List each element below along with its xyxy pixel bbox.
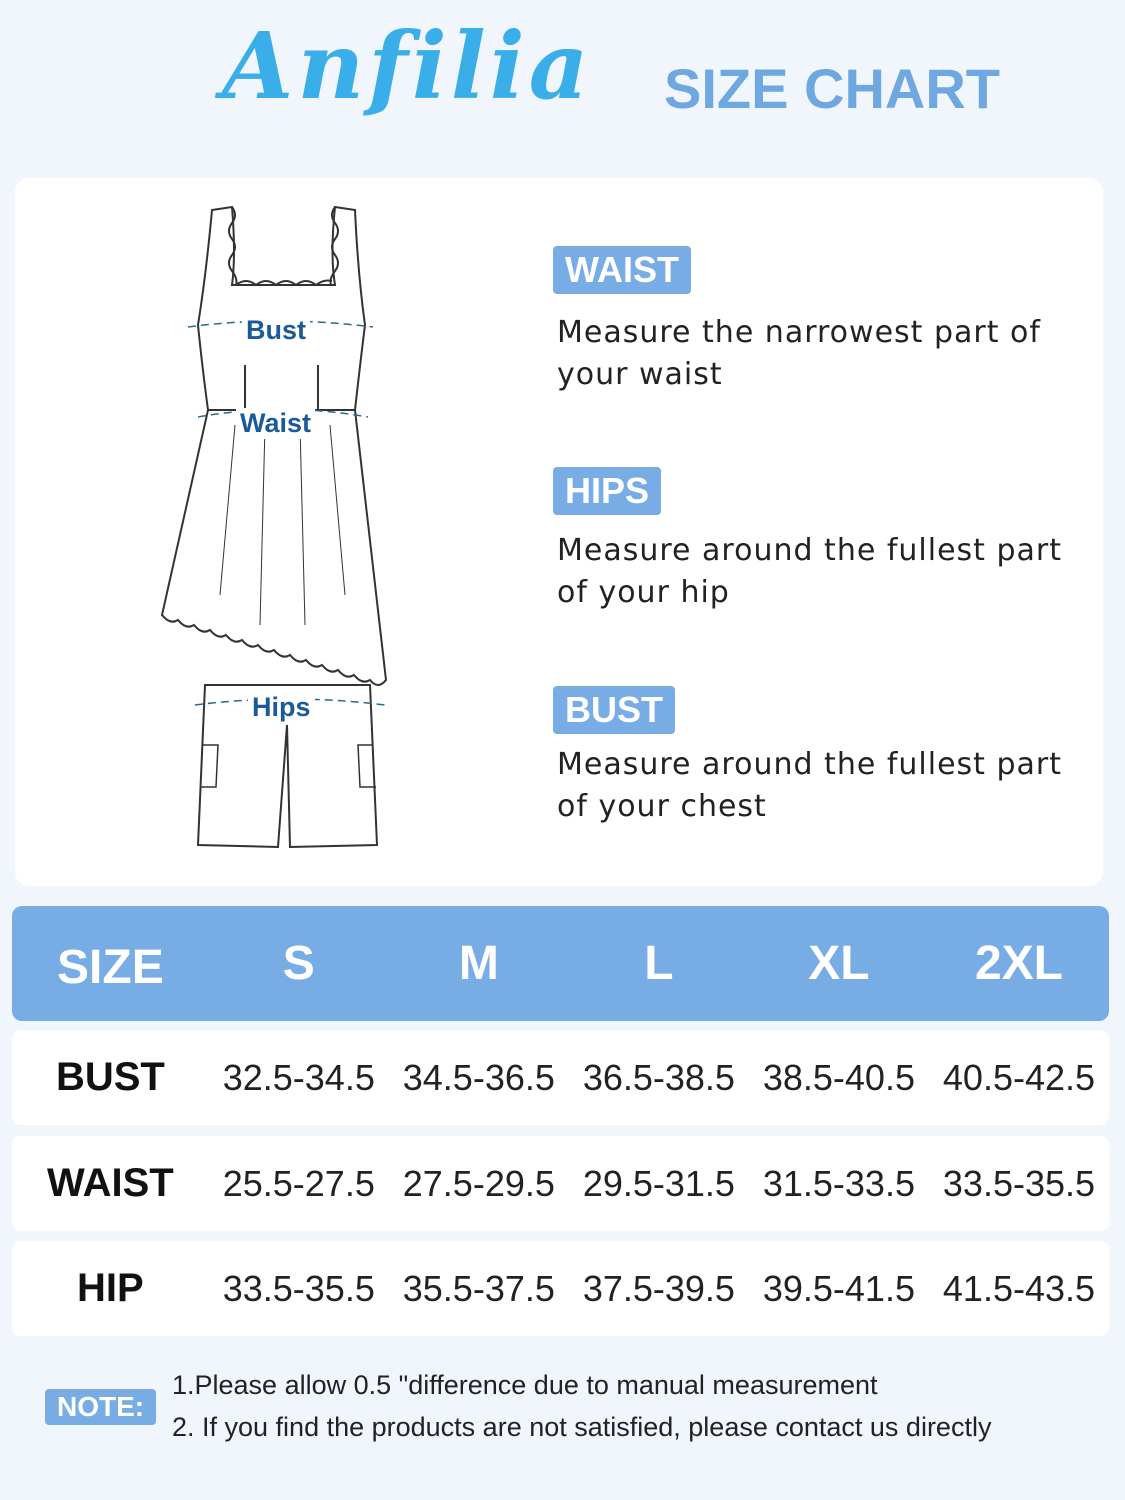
header-m: M [458, 937, 499, 990]
header-l: L [644, 937, 674, 990]
header-s: S [282, 937, 315, 990]
page-title: SIZE CHART [664, 57, 1000, 120]
table-cell: 40.5-42.5 [942, 1056, 1096, 1098]
brand-logo: Anfilia [222, 12, 593, 120]
table-cell: 27.5-29.5 [402, 1162, 555, 1204]
table-cell: 37.5-39.5 [582, 1267, 735, 1309]
row-label: WAIST [47, 1161, 174, 1205]
note-line-1: 1.Please allow 0.5 "difference due to ma… [172, 1370, 878, 1400]
table-row-waist: WAIST 25.5-27.5 27.5-29.5 29.5-31.5 31.5… [12, 1136, 1109, 1231]
waist-label: Waist [236, 408, 316, 439]
table-cell: 33.5-35.5 [942, 1162, 1096, 1204]
table-cell: 32.5-34.5 [222, 1056, 375, 1098]
table-row-hip: HIP 33.5-35.5 35.5-37.5 37.5-39.5 39.5-4… [12, 1241, 1109, 1336]
table-cell: 34.5-36.5 [402, 1056, 555, 1098]
header-2xl: 2XL [974, 937, 1063, 990]
row-label: HIP [77, 1266, 144, 1310]
table-cell: 33.5-35.5 [222, 1267, 375, 1309]
note-line-2: 2. If you find the products are not sati… [172, 1412, 992, 1442]
table-row-bust: BUST 32.5-34.5 34.5-36.5 36.5-38.5 38.5-… [12, 1030, 1109, 1125]
row-label: BUST [55, 1055, 165, 1099]
table-cell: 41.5-43.5 [942, 1267, 1096, 1309]
waist-instruction: Measure the narrowest part of your waist [557, 315, 1041, 392]
garment-illustration [160, 205, 388, 849]
bust-label: Bust [242, 315, 310, 346]
table-cell: 39.5-41.5 [762, 1267, 915, 1309]
table-cell: 35.5-37.5 [402, 1267, 555, 1309]
bust-instruction: Measure around the fullest part of your … [557, 747, 1062, 824]
hips-instruction: Measure around the fullest part of your … [557, 533, 1062, 610]
bust-badge: BUST [553, 686, 675, 734]
measurement-card [15, 178, 1103, 886]
note-badge: NOTE: [45, 1389, 157, 1425]
header-xl: XL [808, 937, 870, 990]
header-size: SIZE [57, 941, 164, 994]
hips-label: Hips [248, 692, 315, 723]
size-table-header: SIZE S M L XL 2XL [12, 906, 1109, 1021]
table-cell: 29.5-31.5 [582, 1162, 735, 1204]
table-cell: 31.5-33.5 [762, 1162, 915, 1204]
table-cell: 36.5-38.5 [582, 1056, 735, 1098]
hips-badge: HIPS [553, 467, 662, 515]
table-cell: 38.5-40.5 [762, 1056, 915, 1098]
table-cell: 25.5-27.5 [222, 1162, 375, 1204]
waist-badge: WAIST [553, 246, 691, 294]
